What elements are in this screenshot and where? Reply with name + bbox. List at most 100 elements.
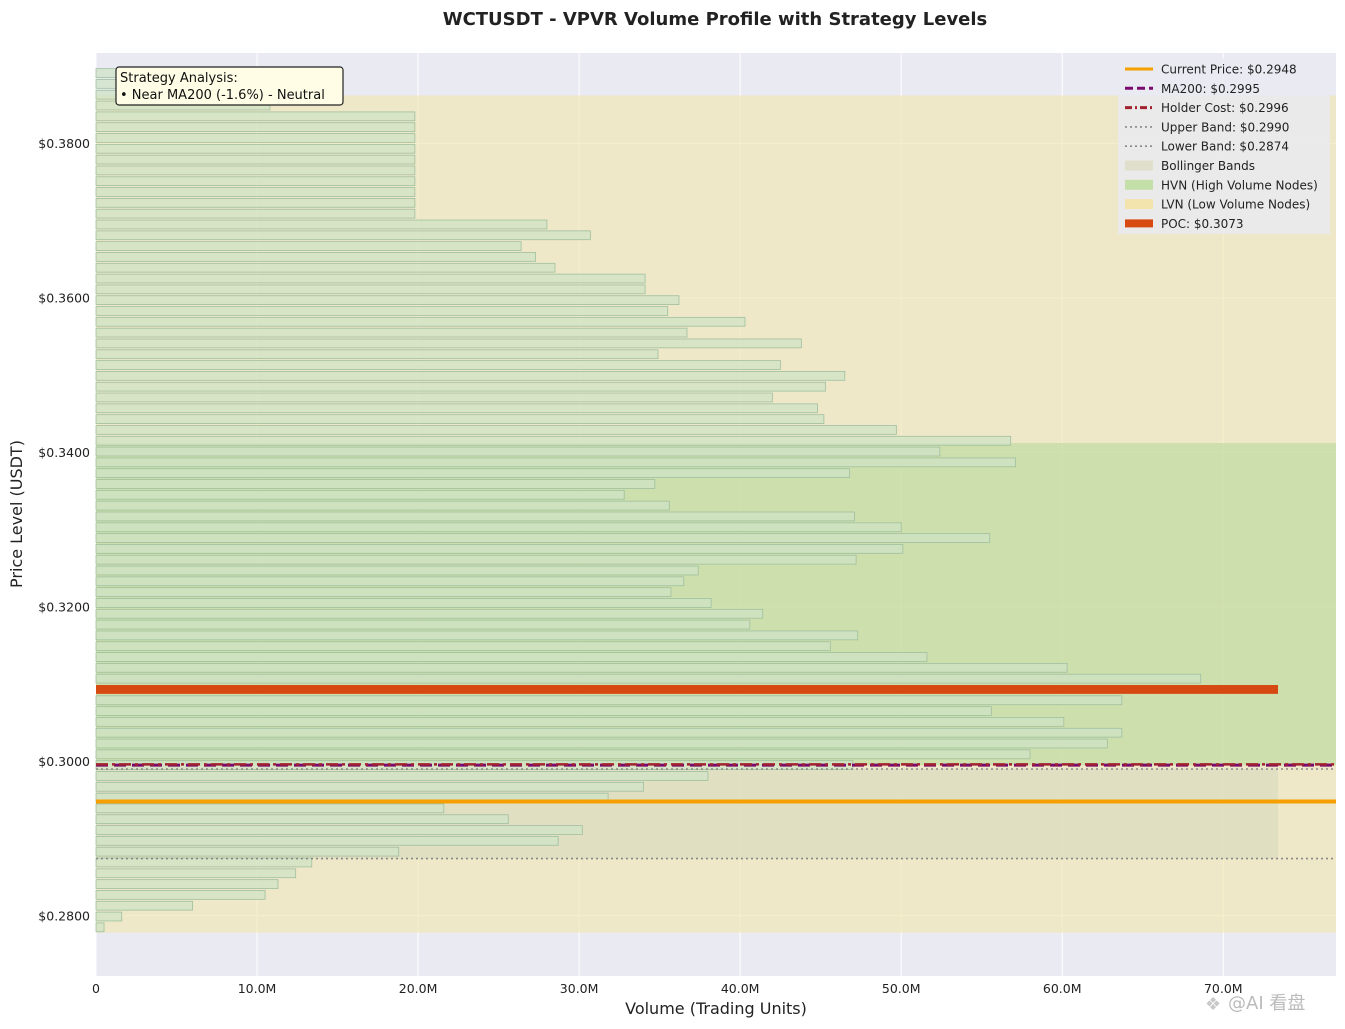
volume-bar-65 — [95, 219, 548, 230]
volume-bar-17 — [95, 738, 1108, 749]
volume-bar-64 — [95, 230, 591, 241]
legend-label-lvn: LVN (Low Volume Nodes) — [1161, 198, 1310, 212]
volume-bar-37 — [95, 522, 902, 533]
volume-bar-66 — [95, 208, 416, 219]
volume-bar-34 — [95, 554, 857, 565]
volume-bar-33 — [95, 565, 699, 576]
volume-bar-39 — [95, 500, 670, 511]
x-tick-label-2: 20.0M — [399, 981, 438, 996]
x-axis-ticks: 0 10.0M 20.0M 30.0M 40.0M 50.0M 60.0M 70.0M — [92, 981, 1243, 996]
volume-bar-23 — [95, 673, 1202, 684]
volume-bar-29 — [95, 608, 764, 619]
volume-bar-75 — [95, 111, 416, 122]
volume-bar-72 — [95, 143, 416, 154]
volume-bars — [95, 68, 1279, 933]
volume-bar-6 — [95, 857, 313, 868]
legend-patch-poc — [1125, 219, 1153, 228]
x-tick-label-0: 0 — [92, 981, 100, 996]
volume-bar-26 — [95, 641, 831, 652]
annotation-box — [115, 66, 344, 106]
chart-title: WCTUSDT - VPVR Volume Profile with Strat… — [443, 9, 988, 30]
level-lines — [96, 763, 1336, 860]
volume-bar-48 — [95, 403, 818, 414]
y-tick-label-2: $0.3200 — [38, 599, 90, 614]
volume-bar-0 — [95, 922, 105, 933]
volume-bar-24 — [95, 662, 1068, 673]
x-tick-label-1: 10.0M — [238, 981, 277, 996]
volume-bar-28 — [95, 619, 751, 630]
volume-bar-47 — [95, 414, 825, 424]
volume-bar-62 — [95, 252, 537, 262]
volume-bar-69 — [95, 176, 416, 187]
x-tick-label-4: 40.0M — [721, 981, 760, 996]
volume-bar-4 — [95, 879, 279, 889]
volume-bar-31 — [95, 587, 672, 597]
volume-bar-49 — [95, 392, 773, 403]
volume-bar-35 — [95, 544, 904, 554]
legend-box — [1118, 58, 1330, 234]
legend-label-upper: Upper Band: $0.2990 — [1161, 120, 1289, 134]
watermark-icon: ❖ — [1205, 994, 1221, 1015]
volume-bar-40 — [95, 489, 625, 500]
volume-bar-59 — [95, 284, 646, 295]
x-tick-label-5: 50.0M — [882, 981, 921, 996]
volume-bar-51 — [95, 371, 846, 381]
y-axis-ticks: $0.2800 $0.3000 $0.3200 $0.3400 $0.3600 $0.38… — [38, 136, 90, 923]
volume-bar-36 — [95, 533, 991, 543]
volume-bar-61 — [95, 262, 556, 273]
volume-bar-42 — [95, 468, 851, 479]
volume-bar-50 — [95, 381, 826, 392]
volume-bar-52 — [95, 360, 781, 370]
volume-bar-55 — [95, 327, 688, 338]
watermark: ❖ @AI 看盘 — [1205, 993, 1305, 1015]
volume-bar-3 — [95, 890, 266, 900]
legend-patch-bollinger — [1125, 160, 1153, 171]
legend-label-ma200: MA200: $0.2995 — [1161, 82, 1260, 96]
volume-bar-58 — [95, 295, 680, 305]
volume-bar-41 — [95, 479, 656, 489]
volume-bar-45 — [95, 435, 1012, 446]
volume-bar-7 — [95, 846, 400, 857]
y-tick-label-3: $0.3400 — [38, 445, 90, 460]
volume-bar-56 — [95, 316, 746, 327]
y-tick-label-5: $0.3800 — [38, 136, 90, 151]
y-tick-label-4: $0.3600 — [38, 290, 90, 305]
strategy-annotation: Strategy Analysis: • Near MA200 (-1.6%) … — [115, 66, 344, 106]
volume-bar-71 — [95, 154, 416, 165]
legend-label-lower: Lower Band: $0.2874 — [1161, 140, 1289, 154]
legend-patch-hvn — [1125, 179, 1153, 190]
volume-bar-18 — [95, 727, 1123, 738]
legend-label-bollinger: Bollinger Bands — [1161, 159, 1255, 173]
volume-bar-10 — [95, 814, 509, 825]
volume-bar-11 — [95, 803, 445, 814]
legend-label-hvn: HVN (High Volume Nodes) — [1161, 178, 1318, 192]
volume-bar-60 — [95, 273, 646, 284]
y-tick-label-0: $0.2800 — [38, 908, 90, 923]
volume-bar-57 — [95, 306, 669, 316]
volume-bar-27 — [95, 630, 859, 641]
volume-bar-46 — [95, 425, 897, 435]
annotation-line: • Near MA200 (-1.6%) - Neutral — [120, 88, 325, 103]
watermark-text: @AI 看盘 — [1228, 993, 1305, 1014]
volume-bar-63 — [95, 241, 522, 251]
volume-bar-5 — [95, 868, 297, 879]
annotation-title: Strategy Analysis: — [120, 71, 238, 86]
y-tick-label-1: $0.3000 — [38, 754, 90, 769]
volume-bar-16 — [95, 749, 1031, 760]
volume-bar-19 — [95, 717, 1065, 727]
volume-bar-14 — [95, 771, 709, 781]
legend-label-poc: POC: $0.3073 — [1161, 217, 1244, 231]
y-axis-label: Price Level (USDT) — [7, 440, 26, 588]
volume-bar-74 — [95, 122, 416, 132]
volume-bar-70 — [95, 165, 416, 176]
legend: Current Price: $0.2948 MA200: $0.2995 Hold… — [1118, 58, 1330, 234]
volume-bar-32 — [95, 576, 685, 587]
volume-bar-67 — [95, 198, 416, 208]
volume-bar-13 — [95, 781, 644, 792]
legend-label-current: Current Price: $0.2948 — [1161, 63, 1297, 77]
volume-bar-2 — [95, 900, 194, 911]
volume-bar-38 — [95, 511, 855, 522]
volume-bar-54 — [95, 338, 802, 349]
volume-bar-43 — [95, 457, 1016, 468]
volume-bar-53 — [95, 349, 659, 360]
